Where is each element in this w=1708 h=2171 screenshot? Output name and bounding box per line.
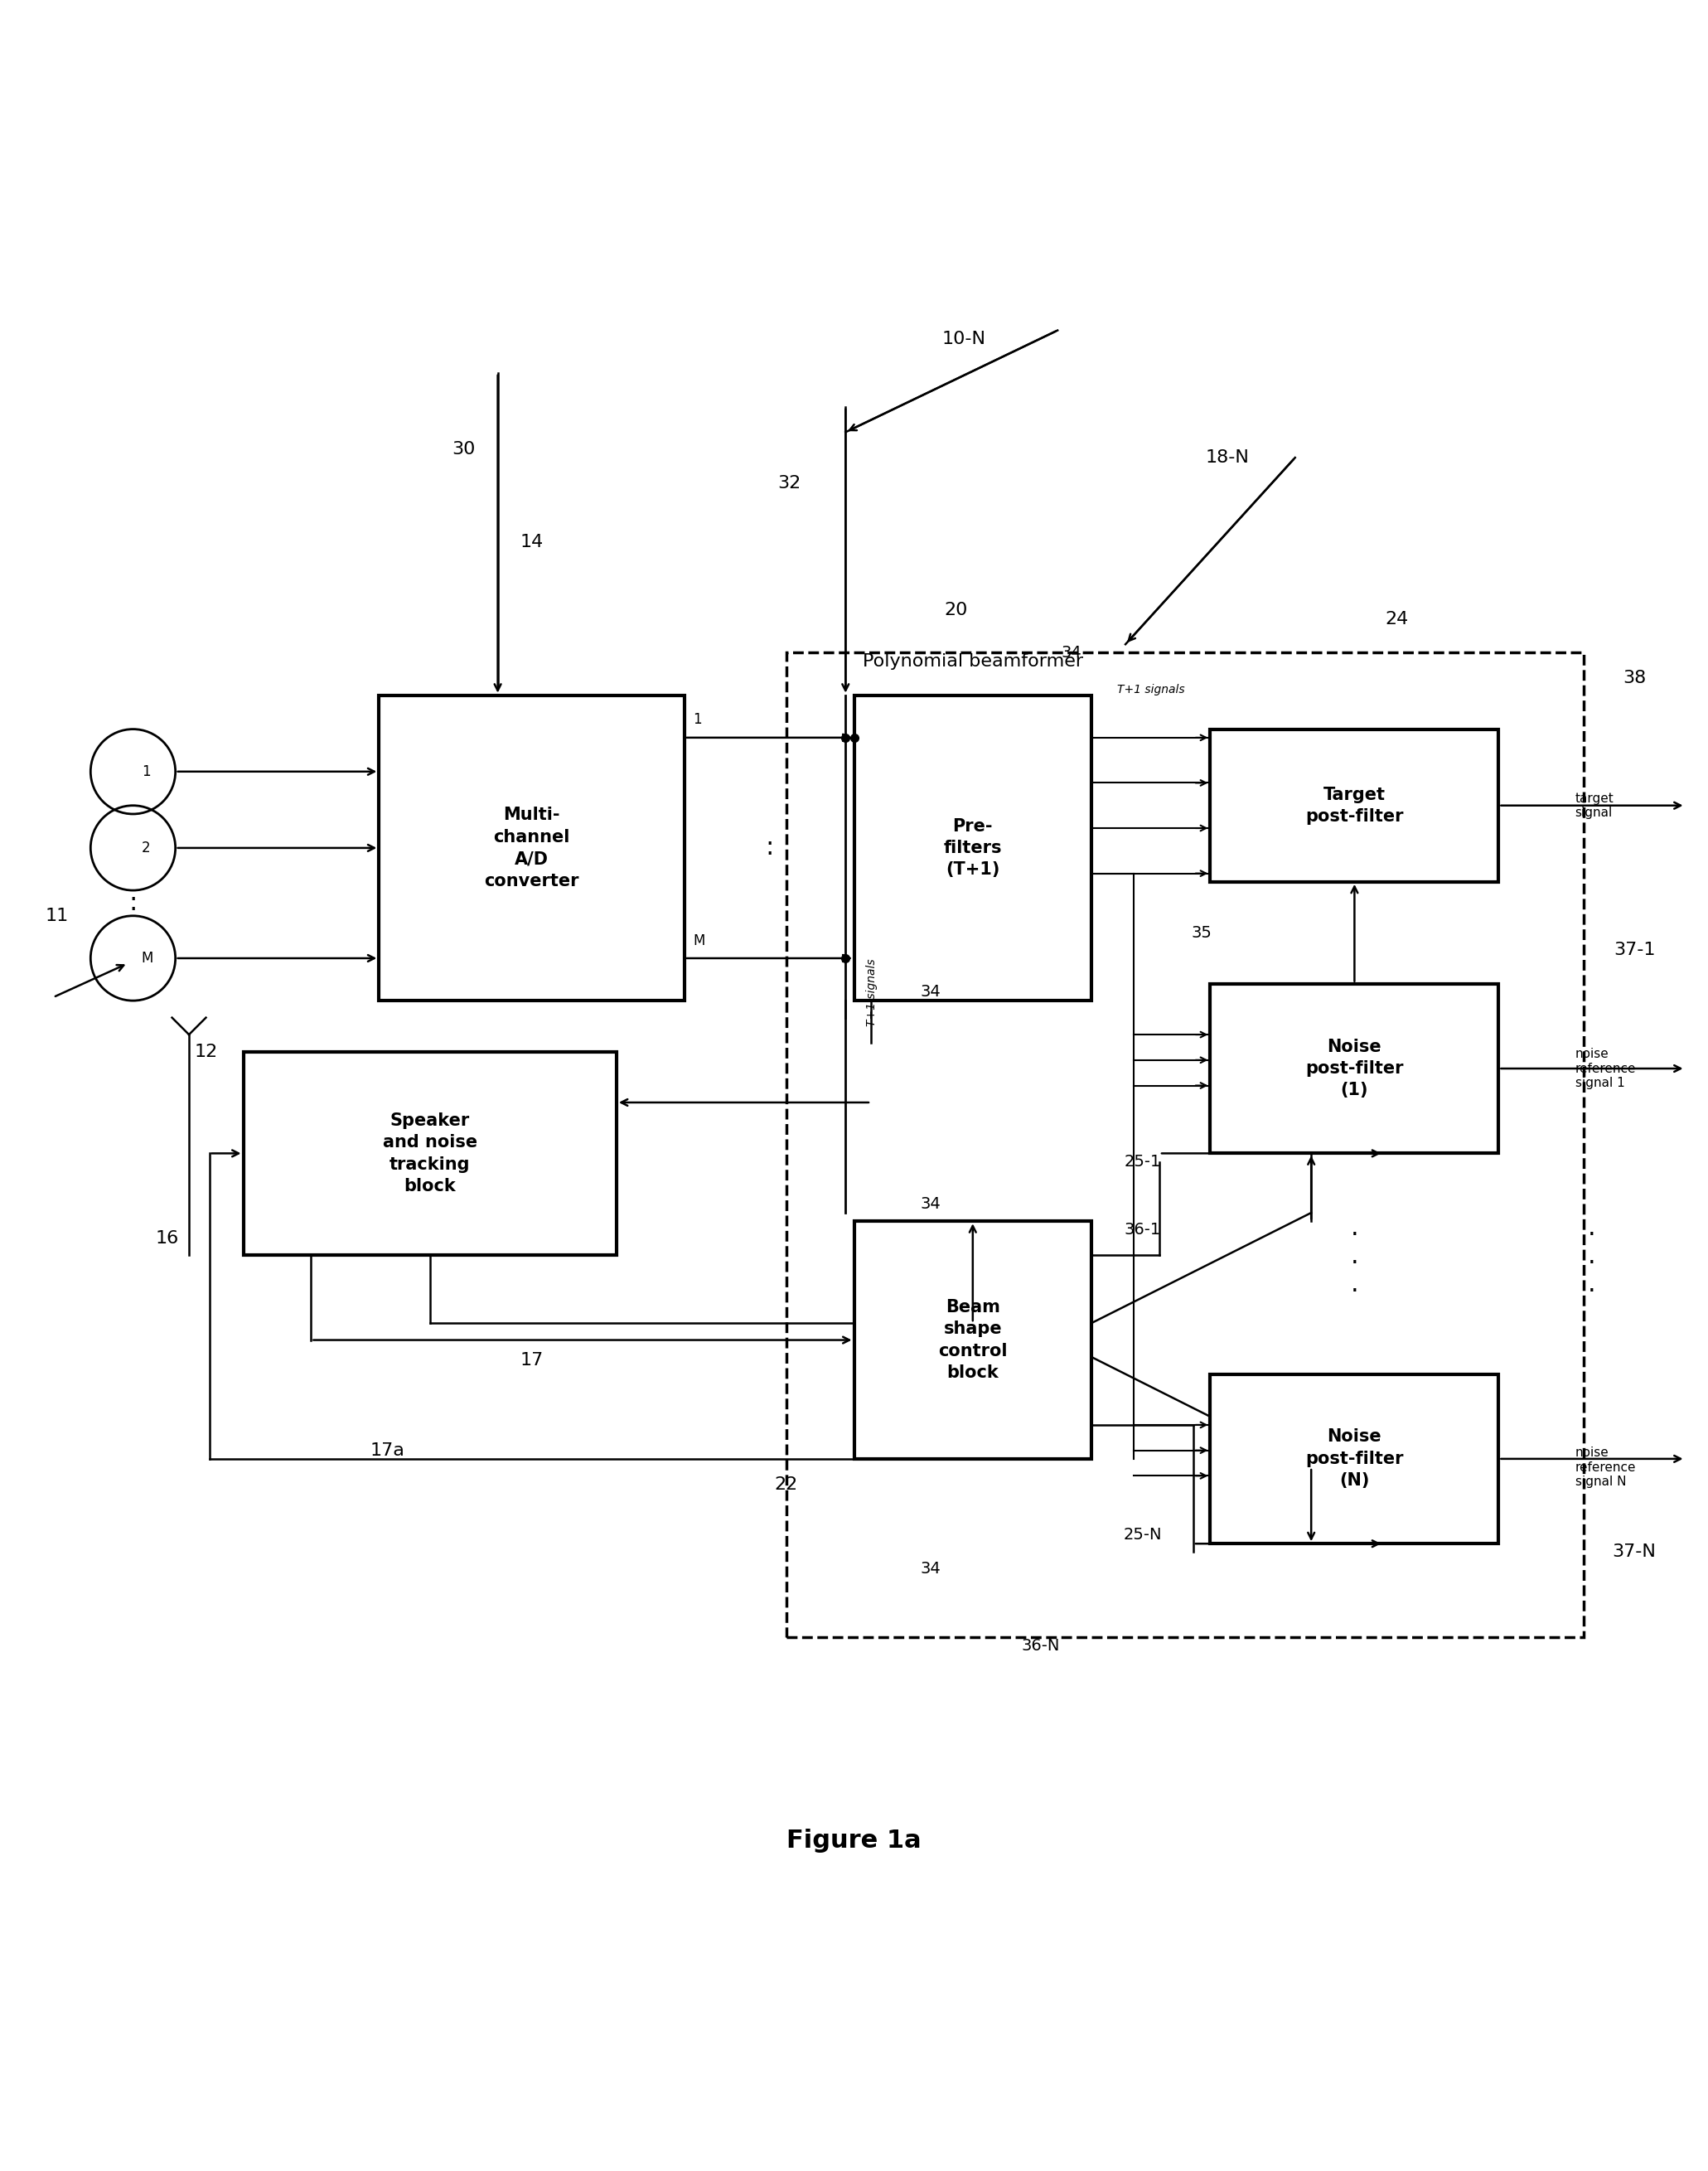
Text: 32: 32 bbox=[777, 475, 801, 491]
Text: 34: 34 bbox=[921, 983, 941, 1001]
Text: 37-1: 37-1 bbox=[1614, 942, 1655, 957]
Text: ·
·
·: · · · bbox=[1351, 1224, 1358, 1303]
Text: 25-1: 25-1 bbox=[1124, 1155, 1161, 1170]
Text: 14: 14 bbox=[519, 534, 543, 551]
Text: 11: 11 bbox=[44, 907, 68, 925]
Text: 22: 22 bbox=[774, 1476, 798, 1494]
Text: T+1 signals: T+1 signals bbox=[866, 957, 878, 1027]
Text: Noise
post-filter
(N): Noise post-filter (N) bbox=[1305, 1429, 1404, 1489]
Bar bbox=[243, 1051, 617, 1255]
Text: Beam
shape
control
block: Beam shape control block bbox=[938, 1298, 1008, 1381]
Text: 36-N: 36-N bbox=[1021, 1637, 1061, 1654]
Bar bbox=[1211, 729, 1498, 881]
Text: 18-N: 18-N bbox=[1206, 449, 1249, 467]
Text: 34: 34 bbox=[1061, 645, 1081, 660]
Text: 30: 30 bbox=[453, 441, 475, 458]
Text: 37-N: 37-N bbox=[1612, 1544, 1657, 1561]
Text: 17a: 17a bbox=[371, 1442, 405, 1459]
Text: M: M bbox=[142, 951, 154, 966]
Text: Speaker
and noise
tracking
block: Speaker and noise tracking block bbox=[383, 1112, 477, 1194]
Text: noise
reference
signal 1: noise reference signal 1 bbox=[1575, 1049, 1636, 1090]
Text: 25-N: 25-N bbox=[1124, 1528, 1161, 1544]
Text: 2: 2 bbox=[142, 840, 150, 855]
Text: 1: 1 bbox=[142, 764, 150, 779]
Text: Noise
post-filter
(1): Noise post-filter (1) bbox=[1305, 1038, 1404, 1099]
Text: Target
post-filter: Target post-filter bbox=[1305, 786, 1404, 825]
Bar bbox=[854, 695, 1091, 1001]
Text: Figure 1a: Figure 1a bbox=[787, 1828, 921, 1852]
Text: 34: 34 bbox=[921, 1561, 941, 1576]
Text: :: : bbox=[765, 836, 774, 860]
Text: 17: 17 bbox=[519, 1353, 543, 1368]
Text: 12: 12 bbox=[195, 1044, 217, 1059]
Bar bbox=[1211, 983, 1498, 1153]
Text: ·
·
·: · · · bbox=[1588, 1224, 1595, 1303]
Text: 24: 24 bbox=[1385, 610, 1409, 627]
Text: Multi-
channel
A/D
converter: Multi- channel A/D converter bbox=[485, 808, 579, 890]
Text: 38: 38 bbox=[1623, 671, 1647, 686]
Text: 20: 20 bbox=[945, 601, 967, 619]
Bar bbox=[379, 695, 685, 1001]
Text: 35: 35 bbox=[1192, 925, 1213, 940]
Text: target
signal: target signal bbox=[1575, 792, 1614, 818]
Bar bbox=[854, 1222, 1091, 1459]
Text: 16: 16 bbox=[155, 1231, 179, 1246]
Text: 10-N: 10-N bbox=[943, 330, 986, 347]
Text: 34: 34 bbox=[921, 1196, 941, 1211]
Bar bbox=[786, 653, 1583, 1637]
Text: T+1 signals: T+1 signals bbox=[1117, 684, 1185, 695]
Text: :: : bbox=[128, 890, 137, 916]
Text: Polynomial beamformer: Polynomial beamformer bbox=[863, 653, 1083, 669]
Text: M: M bbox=[693, 934, 705, 949]
Text: noise
reference
signal N: noise reference signal N bbox=[1575, 1446, 1636, 1487]
Text: 36-1: 36-1 bbox=[1124, 1222, 1161, 1237]
Bar bbox=[1211, 1374, 1498, 1544]
Text: Pre-
filters
(T+1): Pre- filters (T+1) bbox=[943, 818, 1003, 877]
Text: 1: 1 bbox=[693, 712, 702, 727]
